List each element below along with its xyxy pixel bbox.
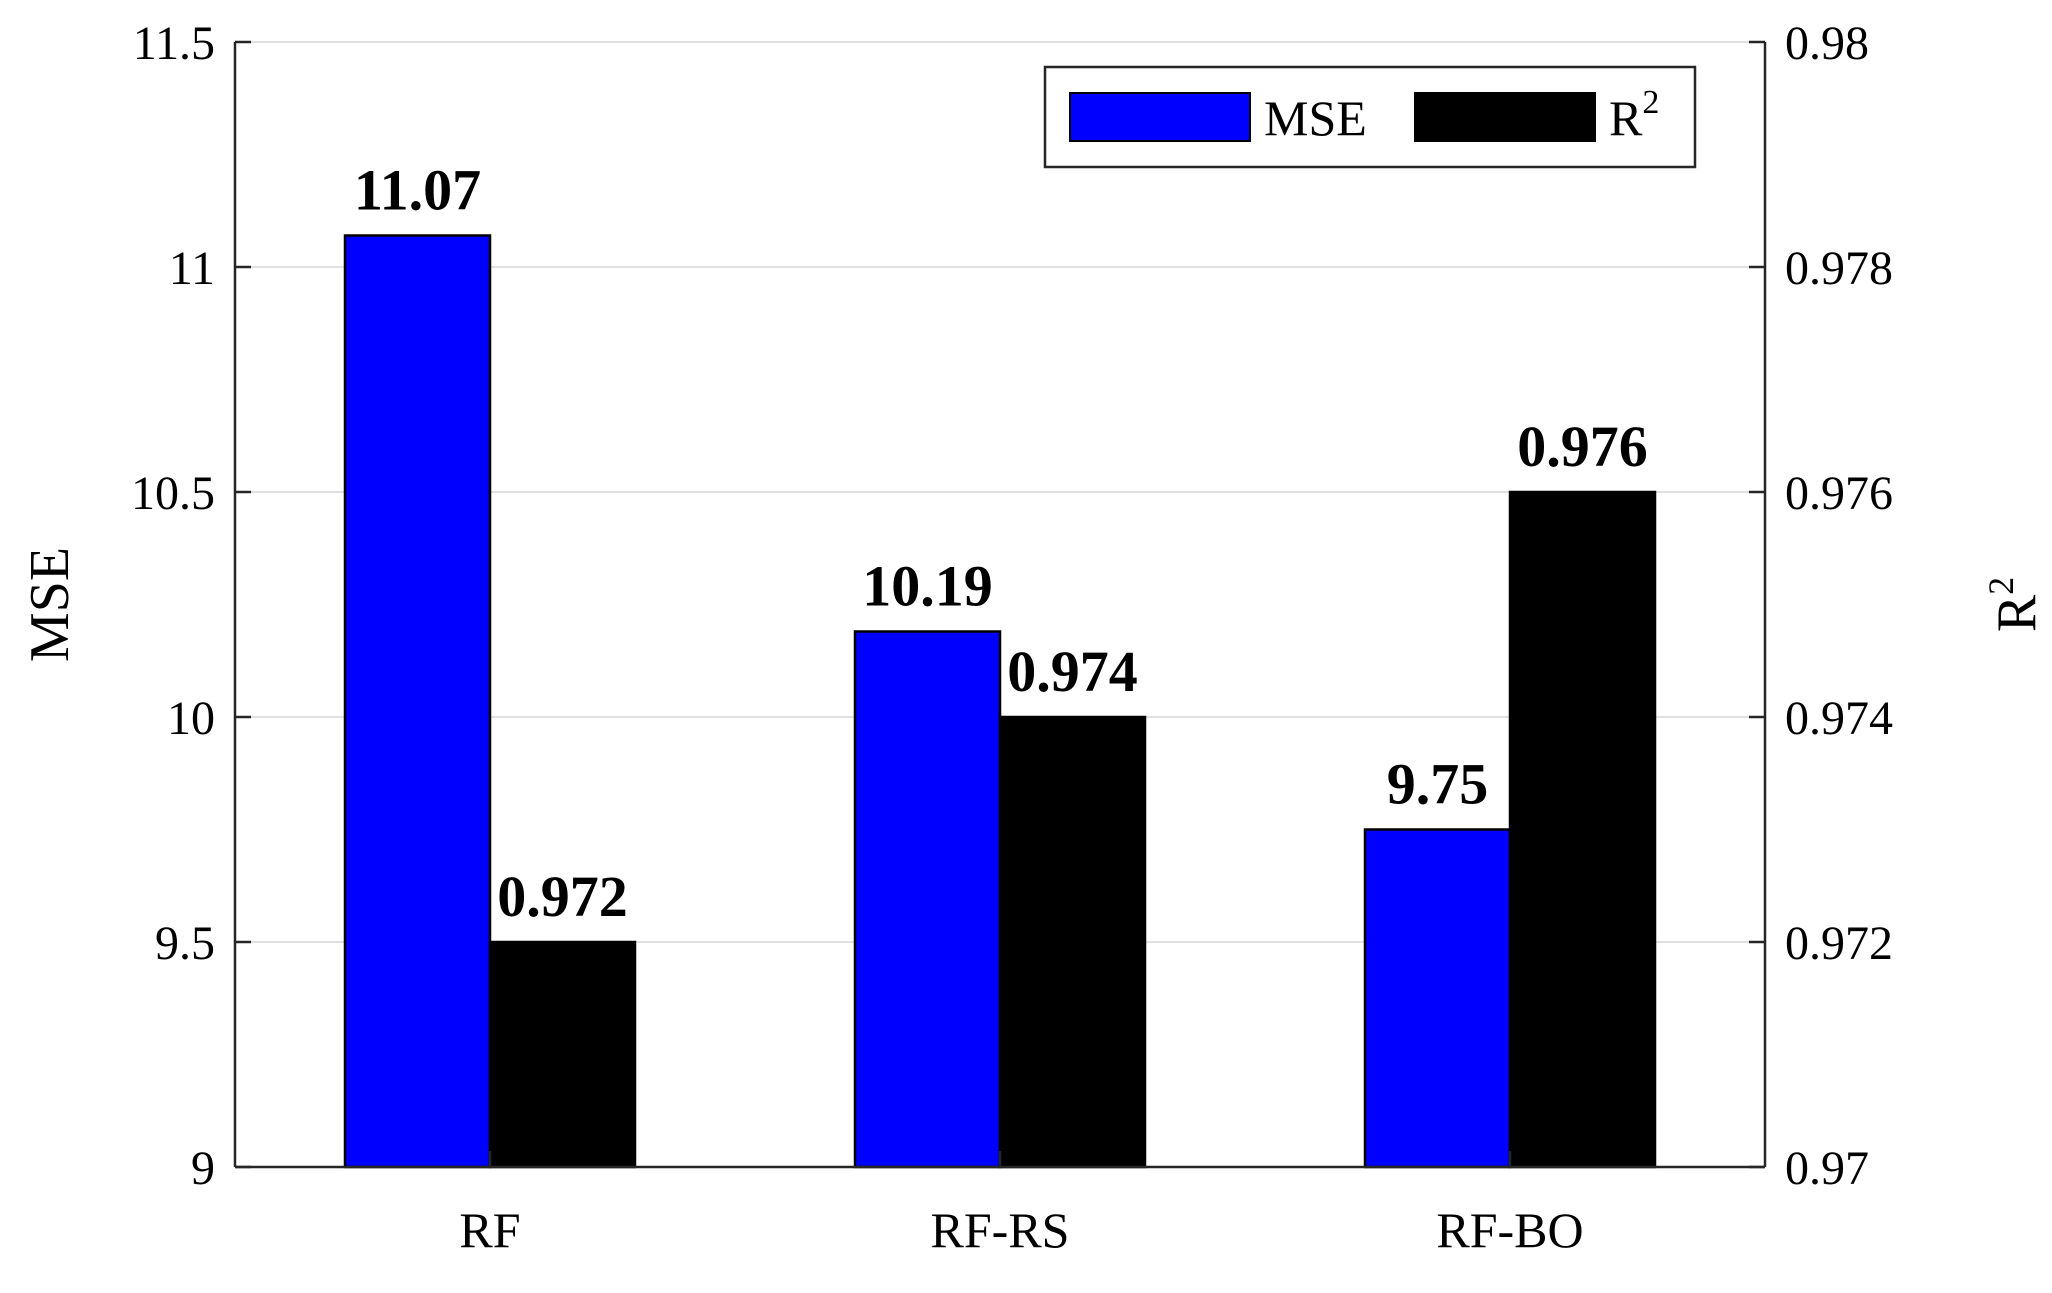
x-tick-label: RF (459, 1202, 520, 1258)
x-tick-label: RF-RS (931, 1202, 1070, 1258)
bars (343, 234, 1657, 1169)
y-tick-label-left: 9 (191, 1142, 215, 1195)
y-axis-title-right: R2 (1981, 577, 2048, 632)
y-tick-label-left: 10 (167, 692, 215, 745)
bar-mse-rf-bo (1363, 828, 1512, 1169)
y-tick-label-right: 0.978 (1785, 242, 1893, 295)
data-label: 0.972 (497, 864, 628, 929)
bar-mse-rf-rs (853, 630, 1002, 1169)
bar-r-rf (488, 940, 637, 1169)
y-tick-label-left: 11 (169, 242, 215, 295)
bar-mse-rf (343, 234, 492, 1169)
data-label: 9.75 (1387, 752, 1489, 817)
y-tick-label-right: 0.974 (1785, 692, 1893, 745)
y-tick-label-left: 11.5 (133, 17, 215, 70)
y-tick-label-right: 0.976 (1785, 467, 1893, 520)
legend: MSE R2 (1043, 65, 1697, 169)
legend-label-r: R2 (1609, 84, 1659, 146)
y-tick-label-left: 9.5 (155, 917, 215, 970)
x-tick-label: RF-BO (1436, 1202, 1583, 1258)
y-tick-label-left: 10.5 (131, 467, 215, 520)
data-label: 0.976 (1517, 414, 1648, 479)
bar-r-rf-bo (1508, 490, 1657, 1169)
legend-swatch-mse (1069, 92, 1251, 142)
data-label: 11.07 (354, 158, 481, 223)
legend-swatch-r (1414, 92, 1596, 142)
y-tick-label-right: 0.98 (1785, 17, 1869, 70)
data-label: 10.19 (862, 554, 993, 619)
y-axis-title-left: MSE (19, 547, 81, 662)
data-label: 0.974 (1007, 639, 1138, 704)
y-tick-label-right: 0.97 (1785, 1142, 1869, 1195)
axes: 9 9.5 10 10.5 11 11.5 0.97 0.972 0.974 0.976 0.978… (19, 17, 2048, 1258)
data-labels: 11.07 0.972 10.190.974 9.75 0.976 (354, 158, 1648, 930)
y-tick-label-right: 0.972 (1785, 917, 1893, 970)
bar-r-rf-rs (998, 715, 1147, 1169)
legend-label-mse: MSE (1264, 90, 1367, 146)
